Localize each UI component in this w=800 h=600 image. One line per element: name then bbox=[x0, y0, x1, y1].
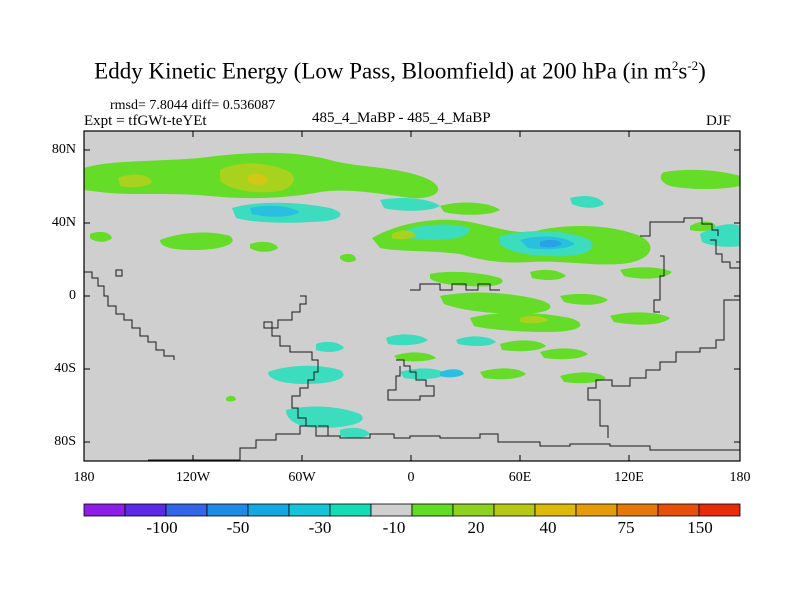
coast-africa bbox=[410, 283, 500, 291]
contour-blue-asia bbox=[540, 239, 562, 248]
contour-green-35n-b bbox=[250, 241, 278, 252]
colorbar-swatch bbox=[370, 503, 413, 517]
coast-indonesia bbox=[710, 239, 740, 269]
contour-teal-pacific-ne bbox=[700, 224, 740, 247]
y-tick-label: 80S bbox=[54, 434, 76, 449]
experiment-label: Expt = tfGWt-teYEt bbox=[84, 113, 207, 129]
colorbar bbox=[83, 503, 741, 517]
contour-green-30s-b bbox=[394, 352, 436, 362]
x-tick-label: 120E bbox=[614, 470, 644, 485]
contour-yellowgreen-north-2 bbox=[118, 174, 152, 188]
y-tick-label: 40S bbox=[54, 361, 76, 376]
season-label: DJF bbox=[706, 113, 732, 129]
y-tick-label: 80N bbox=[51, 142, 76, 157]
contour-green-35n-c bbox=[340, 253, 356, 263]
y-tick-label: 40N bbox=[51, 215, 76, 230]
colorbar-swatch bbox=[657, 503, 700, 517]
plot-title: Eddy Kinetic Energy (Low Pass, Bloomfiel… bbox=[94, 58, 706, 84]
coast-africa-south bbox=[387, 359, 435, 401]
contour-green-50n bbox=[440, 202, 500, 215]
contour-green-ne bbox=[660, 169, 740, 189]
x-tick-label: 180 bbox=[729, 470, 751, 485]
colorbar-label: -30 bbox=[308, 518, 332, 537]
contour-teal-50n-c bbox=[570, 196, 604, 208]
colorbar-swatch bbox=[411, 503, 454, 517]
contour-teal-50n-b bbox=[380, 198, 440, 211]
colorbar-swatch bbox=[534, 503, 577, 517]
coast-antarctica bbox=[148, 425, 740, 461]
coast-australia bbox=[587, 299, 740, 438]
contour-green-25s bbox=[500, 340, 546, 352]
contour-green-10n-a bbox=[430, 271, 503, 287]
colorbar-swatch bbox=[616, 503, 659, 517]
contour-teal-25s-b bbox=[456, 336, 496, 346]
contour-teal-25s-a bbox=[386, 334, 428, 346]
contour-green-0-a bbox=[440, 292, 551, 314]
colorbar-swatch bbox=[575, 503, 618, 517]
contour-green-10n-c bbox=[620, 267, 672, 279]
colorbar-swatch bbox=[288, 503, 331, 517]
contour-teal-60s bbox=[286, 406, 363, 428]
colorbar-swatch bbox=[493, 503, 536, 517]
contour-green-0-b bbox=[560, 293, 608, 305]
coast-islands-pacific bbox=[115, 269, 123, 277]
contour-yellowgreen-10s bbox=[520, 315, 548, 324]
contour-teal-60s-b bbox=[340, 427, 370, 438]
contour-teal-25s-c bbox=[316, 341, 344, 352]
colorbar-label: -100 bbox=[146, 518, 178, 537]
x-tick-label: 120W bbox=[175, 470, 211, 485]
colorbar-swatch bbox=[124, 503, 167, 517]
colorbar-swatch bbox=[698, 503, 741, 517]
colorbar-label: -10 bbox=[382, 518, 406, 537]
y-tick-label: 0 bbox=[69, 288, 76, 303]
colorbar-swatch bbox=[165, 503, 208, 517]
contour-green-35n-west bbox=[160, 232, 233, 250]
contour-yellowgreen-atlantic bbox=[392, 230, 416, 240]
contour-green-30s bbox=[540, 348, 588, 360]
colorbar-label: 75 bbox=[617, 518, 635, 537]
colorbar-swatch bbox=[329, 503, 372, 517]
contour-green-35n-a bbox=[90, 231, 112, 242]
colorbar-swatch bbox=[452, 503, 495, 517]
contour-green-40s-a bbox=[480, 368, 526, 380]
contour-green-40s-b bbox=[560, 372, 606, 384]
anomaly-contours bbox=[84, 152, 740, 438]
contour-green-40s-c bbox=[226, 395, 236, 402]
contour-cyan-50n bbox=[250, 205, 300, 217]
contour-teal-40s-west bbox=[268, 365, 344, 384]
colorbar-swatch bbox=[83, 503, 126, 517]
contour-cyan-40s-mid bbox=[440, 369, 464, 378]
axis-ticks bbox=[84, 131, 740, 461]
contour-teal-atlantic bbox=[400, 224, 470, 240]
x-tick-label: 0 bbox=[407, 470, 415, 485]
case-label: 485_4_MaBP - 485_4_MaBP bbox=[312, 110, 491, 126]
x-tick-label: 60W bbox=[288, 470, 316, 485]
coastlines bbox=[84, 217, 740, 461]
stats-text: rmsd= 7.8044 diff= 0.536087 bbox=[110, 98, 276, 113]
x-tick-label: 60E bbox=[508, 470, 532, 485]
colorbar-swatch bbox=[247, 503, 290, 517]
coast-south-america bbox=[263, 295, 329, 437]
coast-north-america bbox=[84, 271, 175, 360]
coast-asia-east bbox=[640, 217, 719, 237]
colorbar-label: 20 bbox=[467, 518, 485, 537]
x-tick-label: 180 bbox=[73, 470, 95, 485]
colorbar-label: 150 bbox=[687, 518, 713, 537]
colorbar-swatch bbox=[206, 503, 249, 517]
contour-green-10s-b bbox=[610, 312, 670, 325]
contour-teal-40s-mid bbox=[400, 368, 446, 380]
coast-japan bbox=[653, 255, 665, 313]
contour-yellow-north bbox=[248, 173, 268, 185]
contour-green-10n-b bbox=[530, 269, 566, 280]
colorbar-label: -50 bbox=[226, 518, 250, 537]
colorbar-label: 40 bbox=[539, 518, 557, 537]
